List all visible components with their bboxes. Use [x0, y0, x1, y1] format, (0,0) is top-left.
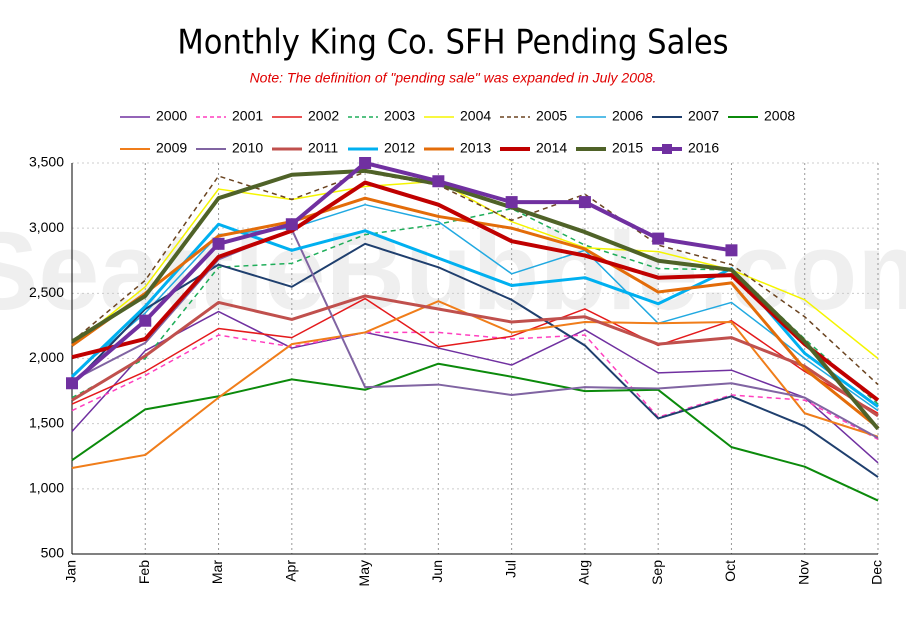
legend-label: 2002 — [308, 108, 339, 124]
x-tick-label: Jun — [429, 560, 445, 583]
series-line — [71, 297, 879, 414]
legend-label: 2005 — [536, 108, 567, 124]
legend-label: 2008 — [764, 108, 795, 124]
x-tick-label: Sep — [649, 560, 665, 585]
point — [285, 218, 298, 231]
y-tick-label: 2,000 — [29, 349, 64, 365]
y-tick-label: 1,000 — [29, 480, 64, 496]
point — [505, 196, 518, 209]
legend-label: 2007 — [688, 108, 719, 124]
legend-label: 2001 — [232, 108, 263, 124]
y-tick-label: 1,500 — [29, 414, 64, 430]
x-tick-label: Oct — [722, 560, 738, 582]
point — [578, 196, 591, 209]
series-line — [70, 161, 732, 385]
series-line — [71, 171, 879, 386]
point — [359, 157, 372, 169]
x-tick-label: Feb — [136, 560, 152, 584]
series-line — [71, 180, 880, 402]
legend-label: 2000 — [156, 108, 187, 124]
x-tick-label: Apr — [283, 560, 299, 582]
x-tick-label: Nov — [795, 560, 811, 585]
legend-label: 2016 — [688, 140, 719, 156]
series-line — [71, 203, 879, 412]
series-line — [71, 180, 879, 360]
series-line — [71, 331, 879, 440]
point — [139, 314, 152, 327]
series-line — [71, 310, 879, 464]
series-line — [70, 168, 880, 431]
point — [66, 377, 78, 390]
chart-subtitle: Note: The definition of "pending sale" w… — [250, 70, 657, 86]
x-tick-label: May — [356, 560, 372, 586]
legend-label: 2004 — [460, 108, 491, 124]
legend-label: 2015 — [612, 140, 643, 156]
point — [725, 244, 738, 257]
y-tick-label: 3,000 — [29, 219, 64, 235]
y-tick-label: 3,500 — [29, 154, 64, 170]
legend-label: 2011 — [308, 140, 338, 156]
legend-label: 2006 — [612, 108, 643, 124]
legend-label: 2010 — [232, 140, 263, 156]
x-tick-label: Jul — [502, 560, 518, 578]
legend-label: 2009 — [156, 140, 187, 156]
x-tick-label: Aug — [576, 560, 592, 585]
legend-label: 2014 — [536, 140, 567, 156]
chart-title: Monthly King Co. SFH Pending Sales — [177, 23, 728, 63]
series-line — [71, 362, 879, 502]
legend-label: 2013 — [460, 140, 491, 156]
y-tick-label: 2,500 — [29, 284, 64, 300]
x-tick-label: Mar — [209, 560, 225, 584]
point — [212, 237, 225, 250]
series-line — [71, 294, 879, 418]
legend-marker — [662, 144, 672, 154]
legend-label: 2003 — [384, 108, 415, 124]
y-tick-label: 500 — [41, 545, 65, 561]
point — [432, 175, 445, 188]
x-tick-label: Jan — [63, 560, 79, 583]
x-tick-label: Dec — [869, 560, 885, 585]
point — [652, 232, 665, 245]
legend-label: 2012 — [384, 140, 415, 156]
